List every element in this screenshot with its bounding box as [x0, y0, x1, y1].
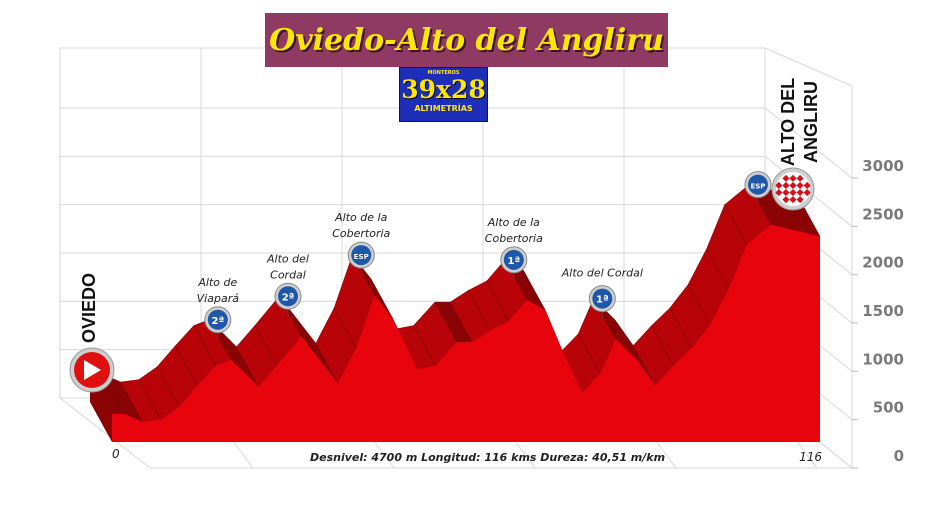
y-tick-label: 0: [894, 447, 904, 465]
finish-name: ALTO DEL: [778, 78, 798, 166]
x-end-label: 116: [799, 450, 822, 464]
y-tick-label: 2500: [862, 205, 904, 223]
play-icon: [84, 360, 101, 380]
y-tick-label: 2000: [862, 254, 904, 272]
climb-badge: [503, 249, 524, 270]
climb-category: 1ª: [508, 256, 521, 267]
x-start-label: 0: [112, 447, 120, 461]
climb-name: Alto de la: [334, 211, 387, 224]
climb-name: Alto de la: [487, 216, 540, 229]
climb-marker: [588, 285, 616, 319]
climb-badge: [351, 245, 372, 266]
finish-name: ANGLIRU: [801, 81, 821, 163]
y-tick-label: 500: [873, 399, 904, 417]
climb-marker: [204, 306, 232, 340]
climb-marker: [500, 246, 528, 280]
climb-name: Alto de: [197, 276, 237, 289]
climb-badge: [278, 286, 299, 307]
climb-category: 2ª: [212, 316, 225, 327]
start-marker: [69, 347, 115, 393]
checker-cell: [803, 181, 811, 189]
y-tick-label: 1000: [862, 350, 904, 368]
climb-marker: [274, 282, 302, 317]
brand-logo: MONTEROS 39x28 ALTIMETRÍAS: [399, 67, 488, 122]
climb-name: Alto del Cordal: [561, 267, 643, 280]
climb-name: Viapará: [197, 292, 240, 305]
checker-cell: [789, 188, 797, 197]
climb-category: 1ª: [596, 295, 609, 306]
climb-badge: [747, 174, 768, 195]
climb-badge: [592, 288, 613, 309]
climb-category: ESP: [750, 183, 765, 191]
climb-category: ESP: [354, 253, 369, 261]
checker-cell: [789, 174, 797, 182]
checker-cell: [775, 188, 783, 197]
logo-bottom-text: ALTIMETRÍAS: [414, 104, 473, 113]
climb-marker: [347, 241, 375, 276]
stats-text: Desnivel: 4700 m Longitud: 116 kms Durez…: [310, 451, 665, 464]
finish-marker: [771, 167, 815, 211]
checker-cell: [789, 196, 797, 204]
gridline: [764, 107, 853, 179]
y-tick-label: 3000: [862, 157, 904, 175]
title-banner: Oviedo-Alto del Angliru: [265, 13, 668, 67]
logo-small-text: MONTEROS: [427, 70, 460, 76]
profile-area: [112, 224, 820, 442]
climb-name: Cobertoria: [485, 232, 543, 245]
climb-badge: [207, 309, 228, 330]
logo-main-text: 39x28: [401, 75, 486, 104]
checker-cell: [789, 181, 797, 189]
y-tick-label: 1500: [862, 302, 904, 320]
start-name: OVIEDO: [79, 273, 99, 343]
climb-category: 2ª: [282, 292, 295, 303]
climb-name: Cordal: [270, 268, 306, 281]
chart-title: Oviedo-Alto del Angliru: [269, 22, 664, 58]
climb-name: Cobertoria: [332, 227, 390, 240]
climb-marker: [744, 171, 772, 205]
climb-name: Alto del: [266, 252, 309, 265]
